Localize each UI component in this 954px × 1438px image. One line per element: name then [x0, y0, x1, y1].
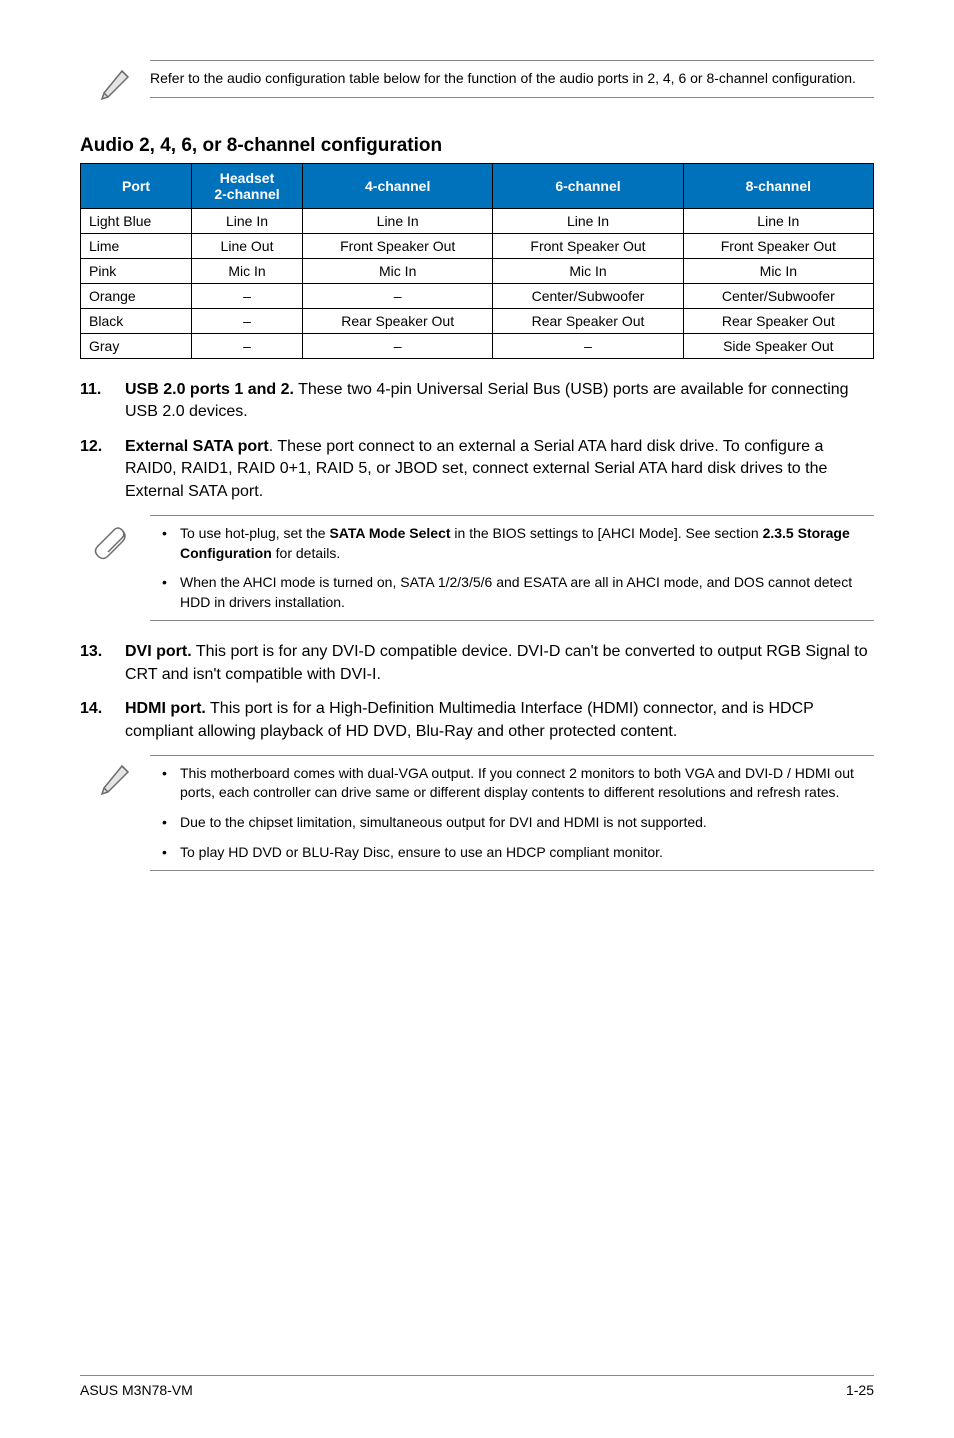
list-body: USB 2.0 ports 1 and 2. These two 4-pin U…	[125, 379, 874, 424]
list-number: 11.	[80, 379, 125, 424]
table-cell: –	[192, 334, 303, 359]
th-4ch: 4-channel	[303, 164, 493, 209]
table-row: Light BlueLine InLine InLine InLine In	[81, 209, 874, 234]
table-cell: Line In	[493, 209, 683, 234]
note-tip-text: To use hot-plug, set the SATA Mode Selec…	[150, 515, 874, 621]
table-cell: Front Speaker Out	[303, 234, 493, 259]
pencil-icon	[80, 755, 150, 802]
table-cell: Line In	[192, 209, 303, 234]
list-number: 12.	[80, 436, 125, 503]
note-tip: To use hot-plug, set the SATA Mode Selec…	[80, 515, 874, 621]
table-cell: Front Speaker Out	[683, 234, 873, 259]
table-cell: Gray	[81, 334, 192, 359]
table-cell: Center/Subwoofer	[683, 284, 873, 309]
note-bottom: This motherboard comes with dual-VGA out…	[80, 755, 874, 871]
table-cell: Front Speaker Out	[493, 234, 683, 259]
table-cell: Rear Speaker Out	[303, 309, 493, 334]
table-cell: Line Out	[192, 234, 303, 259]
note-bullet: To play HD DVD or BLU-Ray Disc, ensure t…	[150, 843, 874, 863]
pencil-icon	[80, 60, 150, 107]
table-cell: Lime	[81, 234, 192, 259]
table-cell: Light Blue	[81, 209, 192, 234]
table-header-row: Port Headset 2-channel 4-channel 6-chann…	[81, 164, 874, 209]
numbered-list-2: 13.DVI port. This port is for any DVI-D …	[80, 641, 874, 743]
table-cell: Line In	[303, 209, 493, 234]
note-bullet: When the AHCI mode is turned on, SATA 1/…	[150, 573, 874, 612]
audio-config-table: Port Headset 2-channel 4-channel 6-chann…	[80, 163, 874, 359]
table-cell: –	[192, 284, 303, 309]
table-cell: Pink	[81, 259, 192, 284]
list-body: HDMI port. This port is for a High-Defin…	[125, 698, 874, 743]
list-item: 12.External SATA port. These port connec…	[80, 436, 874, 503]
list-item: 11.USB 2.0 ports 1 and 2. These two 4-pi…	[80, 379, 874, 424]
table-cell: –	[303, 334, 493, 359]
table-cell: Mic In	[493, 259, 683, 284]
footer-right: 1-25	[846, 1382, 874, 1398]
table-row: Gray–––Side Speaker Out	[81, 334, 874, 359]
note-top: Refer to the audio configuration table b…	[80, 60, 874, 107]
paperclip-icon	[80, 515, 150, 566]
table-cell: Orange	[81, 284, 192, 309]
table-cell: Mic In	[303, 259, 493, 284]
list-number: 14.	[80, 698, 125, 743]
table-row: LimeLine OutFront Speaker OutFront Speak…	[81, 234, 874, 259]
footer-left: ASUS M3N78-VM	[80, 1382, 193, 1398]
note-top-text: Refer to the audio configuration table b…	[150, 60, 874, 98]
page-footer: ASUS M3N78-VM 1-25	[80, 1375, 874, 1398]
table-cell: –	[493, 334, 683, 359]
table-cell: Center/Subwoofer	[493, 284, 683, 309]
table-row: Orange––Center/SubwooferCenter/Subwoofer	[81, 284, 874, 309]
note-bullet: To use hot-plug, set the SATA Mode Selec…	[150, 524, 874, 563]
numbered-list-1: 11.USB 2.0 ports 1 and 2. These two 4-pi…	[80, 379, 874, 503]
section-heading: Audio 2, 4, 6, or 8-channel configuratio…	[80, 135, 874, 157]
list-number: 13.	[80, 641, 125, 686]
note-bullet: Due to the chipset limitation, simultane…	[150, 813, 874, 833]
table-cell: Side Speaker Out	[683, 334, 873, 359]
table-cell: Rear Speaker Out	[493, 309, 683, 334]
th-6ch: 6-channel	[493, 164, 683, 209]
table-cell: Rear Speaker Out	[683, 309, 873, 334]
list-item: 14.HDMI port. This port is for a High-De…	[80, 698, 874, 743]
table-cell: Line In	[683, 209, 873, 234]
table-cell: –	[303, 284, 493, 309]
note-bullet: This motherboard comes with dual-VGA out…	[150, 764, 874, 803]
list-item: 13.DVI port. This port is for any DVI-D …	[80, 641, 874, 686]
note-bottom-text: This motherboard comes with dual-VGA out…	[150, 755, 874, 871]
th-8ch: 8-channel	[683, 164, 873, 209]
list-body: External SATA port. These port connect t…	[125, 436, 874, 503]
th-headset: Headset 2-channel	[192, 164, 303, 209]
th-port: Port	[81, 164, 192, 209]
table-cell: Mic In	[683, 259, 873, 284]
table-row: Black–Rear Speaker OutRear Speaker OutRe…	[81, 309, 874, 334]
table-cell: –	[192, 309, 303, 334]
table-cell: Mic In	[192, 259, 303, 284]
list-body: DVI port. This port is for any DVI-D com…	[125, 641, 874, 686]
table-cell: Black	[81, 309, 192, 334]
table-row: PinkMic InMic InMic InMic In	[81, 259, 874, 284]
